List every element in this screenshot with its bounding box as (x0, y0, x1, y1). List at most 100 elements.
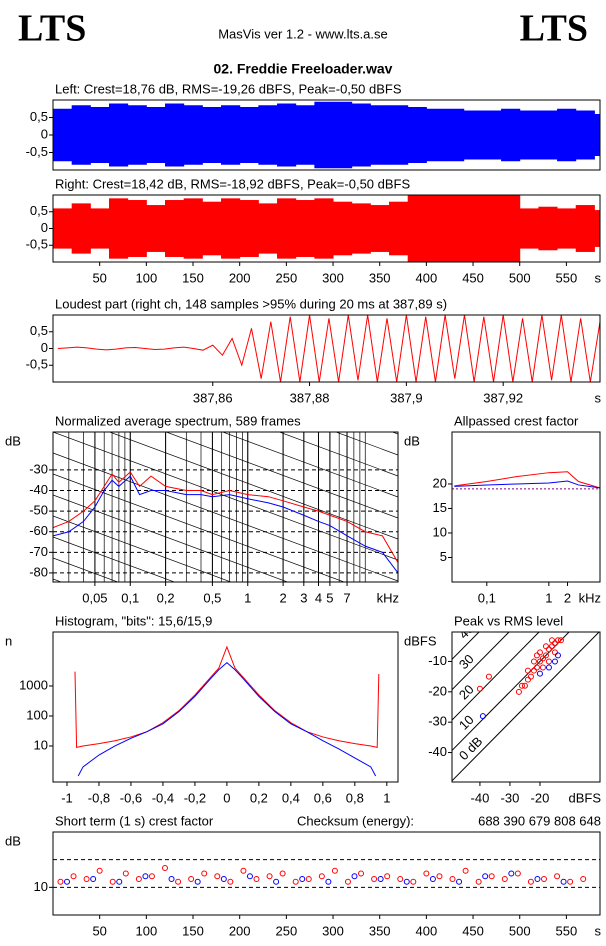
y-tick-label: 0 (41, 126, 48, 141)
y-unit: n (5, 633, 12, 648)
y-tick-label: 20 (433, 475, 447, 490)
plot-frame (52, 99, 601, 171)
diagonal-grid-line (53, 557, 119, 582)
x-tick-label: 0,8 (346, 790, 364, 805)
point (542, 652, 549, 659)
y-tick-label: -0,5 (26, 144, 48, 159)
point (545, 664, 552, 671)
y-tick-label: 0 (41, 220, 48, 235)
x-tick-label: 0,05 (82, 590, 107, 605)
point (539, 655, 546, 662)
plot-background (53, 432, 398, 582)
waveform-segment (594, 114, 600, 156)
point (518, 682, 525, 689)
point (449, 876, 456, 883)
waveform-segment (407, 107, 427, 163)
x-tick-label: -0,8 (88, 790, 110, 805)
waveform-segment (501, 195, 521, 262)
y-tick-label: -40 (29, 482, 48, 497)
point (542, 643, 549, 650)
x-tick-label: 100 (135, 270, 157, 285)
y-tick-label: -0,5 (26, 237, 48, 252)
point (501, 876, 508, 883)
crest-line (452, 632, 570, 752)
checksum-label: Checksum (energy): (297, 813, 414, 828)
x-tick-label: 300 (322, 923, 344, 938)
plot-area (452, 432, 600, 582)
x-tick-label: 0,5 (203, 590, 221, 605)
logo-right: LTS (520, 8, 588, 50)
waveform-segment (127, 200, 147, 257)
point (548, 643, 555, 650)
point (135, 876, 142, 883)
point (344, 878, 351, 885)
point (90, 876, 97, 883)
waveform-segment (370, 105, 390, 165)
series-line (53, 475, 398, 574)
point (109, 878, 116, 885)
x-tick-label: 150 (182, 270, 204, 285)
point (557, 637, 564, 644)
point (96, 867, 103, 874)
x-tick-label: 387,92 (483, 390, 523, 405)
x-tick-label: 50 (92, 923, 106, 938)
plot-background (53, 832, 600, 915)
point (580, 876, 587, 883)
plot-frame (451, 431, 601, 583)
x-tick-label: 400 (416, 270, 438, 285)
point (551, 640, 558, 647)
y-tick-label: -50 (29, 503, 48, 518)
y-tick-label: -30 (428, 714, 447, 729)
point (533, 652, 540, 659)
point (331, 867, 338, 874)
plot-area (53, 195, 600, 262)
y-tick-label: 0,5 (30, 323, 48, 338)
y-unit: dB (5, 433, 21, 448)
series-line (74, 645, 380, 748)
waveform-segment (407, 195, 427, 262)
point (554, 873, 561, 880)
x-tick-label: 387,86 (193, 390, 233, 405)
waveform-segment (426, 108, 446, 162)
plot-frame (52, 831, 601, 916)
point (240, 867, 247, 874)
point (305, 876, 312, 883)
waveform-segment (389, 105, 409, 165)
x-tick-label: 4 (315, 590, 322, 605)
point (279, 870, 286, 877)
waveform-segment (538, 110, 558, 160)
point (554, 637, 561, 644)
x-tick-label: 0,6 (314, 790, 332, 805)
x-tick-label: 2 (564, 590, 571, 605)
x-unit: kHz (579, 590, 601, 605)
point (429, 876, 436, 883)
point (530, 667, 537, 674)
waveform-segment (351, 203, 371, 254)
waveform-segment (202, 107, 222, 163)
y-tick-label: -0,5 (26, 357, 48, 372)
point (551, 649, 558, 656)
waveform-segment (71, 203, 91, 254)
point (64, 878, 71, 885)
x-tick-label: 387,9 (390, 390, 423, 405)
chart-title: Peak vs RMS level (454, 613, 563, 628)
x-tick-label: 0,4 (282, 790, 300, 805)
y-tick-label: -40 (428, 744, 447, 759)
y-tick-label: 10 (34, 879, 48, 894)
point (554, 652, 561, 659)
point (475, 878, 482, 885)
x-unit: s (595, 390, 602, 405)
waveform-segment (314, 101, 334, 169)
waveform-segment (183, 105, 203, 165)
y-tick-label: -30 (29, 461, 48, 476)
waveform-segment (426, 195, 446, 262)
point (201, 870, 208, 877)
logo-left: LTS (18, 8, 86, 50)
y-tick-label: 0,5 (30, 203, 48, 218)
point (527, 673, 534, 680)
x-tick-label: 1 (244, 590, 251, 605)
x-tick-label: 7 (343, 590, 350, 605)
x-tick-label: 400 (416, 923, 438, 938)
y-tick-label: 1000 (19, 677, 48, 692)
